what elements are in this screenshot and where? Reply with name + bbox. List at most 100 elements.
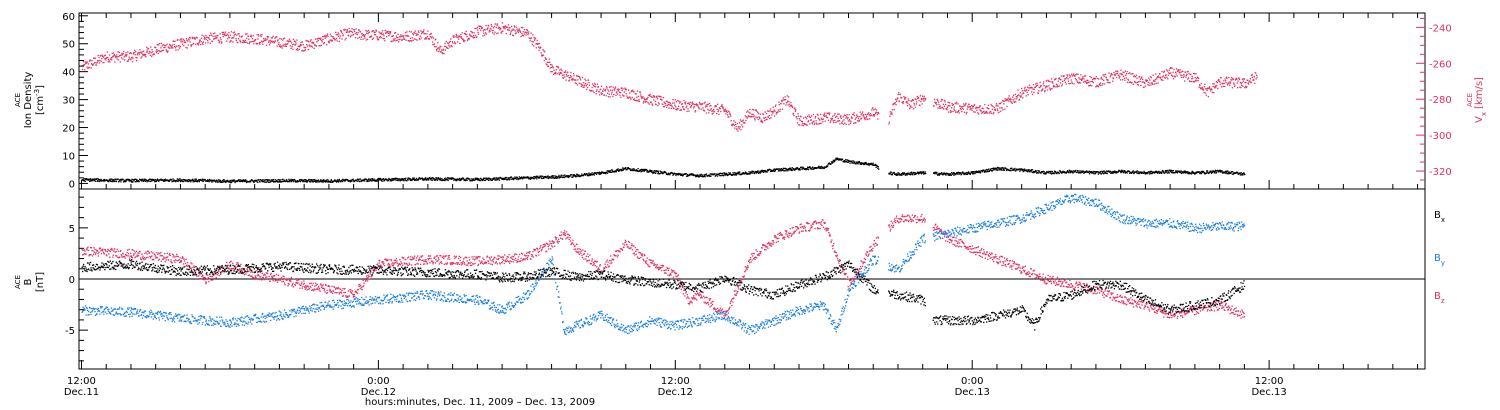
velocity-series-point <box>493 25 496 28</box>
velocity-series-point <box>781 100 783 103</box>
density-series-point <box>470 180 472 182</box>
velocity-series-point <box>336 40 338 42</box>
velocity-series-point <box>1071 82 1073 85</box>
velocity-series-point <box>672 99 674 101</box>
velocity-series-point <box>914 98 916 100</box>
velocity-series-point <box>222 33 224 35</box>
velocity-series-point <box>772 106 774 108</box>
density-series-point <box>986 168 988 171</box>
density-series-point <box>629 168 631 170</box>
density-series-point <box>188 180 190 183</box>
density-series <box>81 157 1246 184</box>
velocity-series-point <box>1242 85 1244 87</box>
density-series-point <box>533 176 535 178</box>
density-series-point <box>447 177 450 179</box>
velocity-series-point <box>107 61 109 63</box>
velocity-series-point <box>915 103 917 105</box>
velocity-series-point <box>1052 82 1054 84</box>
velocity-series-point <box>108 58 110 61</box>
velocity-series-point <box>1185 76 1187 78</box>
velocity-series-point <box>111 59 113 61</box>
velocity-series-point <box>816 113 819 115</box>
velocity-series-point <box>846 118 849 120</box>
velocity-series-point <box>1013 94 1015 96</box>
velocity-series-point <box>995 103 998 105</box>
velocity-series-point <box>574 82 576 84</box>
velocity-series-point <box>419 35 421 37</box>
velocity-series-point <box>992 113 994 115</box>
velocity-series-point <box>204 37 206 39</box>
velocity-series-point <box>302 44 304 46</box>
velocity-series-point <box>541 54 544 56</box>
density-series-point <box>194 180 196 182</box>
velocity-series-point <box>117 51 119 53</box>
density-series-point <box>265 181 267 183</box>
density-series-point <box>698 176 701 178</box>
density-series-point <box>813 168 815 170</box>
density-series-point <box>652 172 654 174</box>
velocity-series-point <box>1166 76 1168 78</box>
velocity-series-point <box>201 34 203 36</box>
velocity-series-point <box>126 54 128 56</box>
density-series-point <box>239 179 241 181</box>
velocity-series-point <box>405 34 408 37</box>
velocity-series-point <box>442 53 444 55</box>
density-series-point <box>407 177 410 179</box>
density-series-point <box>898 172 900 174</box>
density-series-point <box>774 170 776 173</box>
density-series-point <box>543 177 545 179</box>
velocity-series-point <box>480 26 482 28</box>
velocity-series-point <box>800 120 803 122</box>
velocity-series-point <box>127 60 129 62</box>
density-series-point <box>1066 170 1069 172</box>
velocity-series-point <box>554 73 556 75</box>
velocity-series-point <box>1150 76 1153 79</box>
velocity-series-point <box>966 108 968 110</box>
velocity-series-point <box>1156 78 1158 80</box>
velocity-series-point <box>461 37 463 39</box>
velocity-series-point <box>134 49 136 52</box>
velocity-series-point <box>1056 86 1058 88</box>
velocity-series-point <box>661 99 663 101</box>
velocity-series-point <box>171 46 173 48</box>
velocity-series-point <box>1130 73 1132 75</box>
velocity-series-point <box>287 43 289 45</box>
velocity-series-point <box>1043 81 1045 83</box>
velocity-series-point <box>618 91 621 93</box>
velocity-series-point <box>381 33 383 36</box>
density-series-point <box>756 171 758 173</box>
velocity-series-point <box>541 54 543 56</box>
density-series-point <box>1044 173 1046 175</box>
density-series-point <box>1117 170 1119 173</box>
velocity-series-point <box>1177 70 1179 72</box>
density-series-point <box>440 179 443 181</box>
velocity-series-point <box>637 95 640 97</box>
velocity-series-point <box>1152 74 1154 76</box>
density-series-point <box>655 172 657 174</box>
velocity-series-point <box>261 41 264 43</box>
density-series-point <box>319 180 321 182</box>
velocity-series-point <box>615 92 618 94</box>
velocity-series-point <box>98 60 100 62</box>
density-series-point <box>568 176 570 179</box>
density-series-point <box>551 177 553 179</box>
velocity-series-point <box>145 56 147 58</box>
density-series-point <box>1086 170 1088 172</box>
density-series-point <box>968 172 970 174</box>
density-series-point <box>1023 168 1026 170</box>
density-series-point <box>1135 171 1137 173</box>
density-series-point <box>1071 170 1073 172</box>
velocity-series-point <box>256 43 258 45</box>
velocity-series-point <box>297 49 299 51</box>
density-series-point <box>156 179 158 181</box>
density-series-point <box>794 168 797 170</box>
density-series-point <box>1031 169 1034 171</box>
velocity-series-point <box>147 48 150 50</box>
density-series-point <box>616 168 618 171</box>
density-series-point <box>599 173 602 175</box>
velocity-series-point <box>1241 78 1244 80</box>
velocity-series-point <box>555 69 557 71</box>
density-series-point <box>748 171 750 173</box>
velocity-series-point <box>726 110 728 112</box>
velocity-series-point <box>762 113 765 116</box>
